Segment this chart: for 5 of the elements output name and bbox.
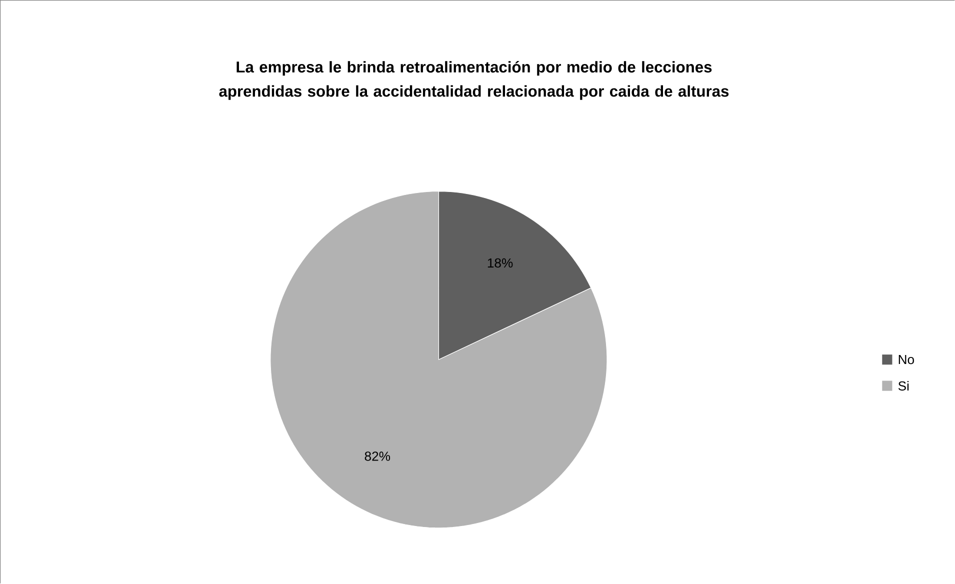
data-label: 18%: [488, 258, 513, 268]
legend-label: Si: [898, 381, 909, 391]
chart-title: La empresa le brinda retroalimentación por medio de lecciones aprendidas sobre la accidentalidad relacionada por caida de alturas: [219, 61, 729, 100]
data-label: 82%: [364, 452, 390, 462]
legend-label: No: [898, 355, 914, 364]
